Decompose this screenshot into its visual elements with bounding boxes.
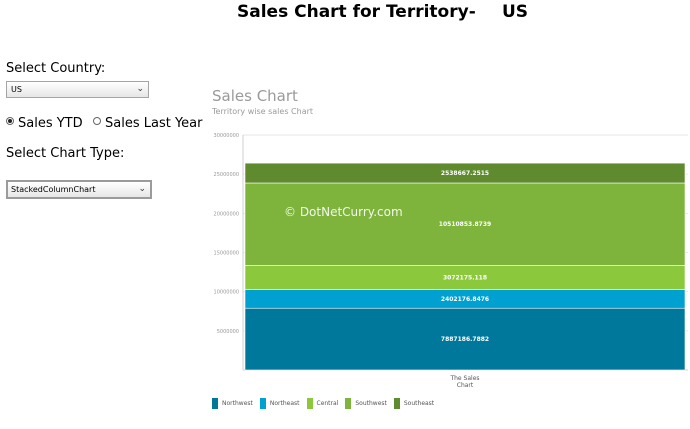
data-label-central: 3072175.118 xyxy=(443,274,487,281)
page-header: Sales Chart for Territory- US xyxy=(0,2,690,24)
y-tick-label: 20000000 xyxy=(214,211,239,217)
bar-segment-southwest xyxy=(244,182,686,266)
chevron-down-icon: ⌄ xyxy=(138,184,146,194)
legend-swatch xyxy=(259,398,266,409)
legend-item-central: Central xyxy=(306,398,339,409)
legend-label: Northeast xyxy=(269,400,300,407)
chart-type-label: Select Chart Type: xyxy=(6,146,125,161)
chart-title: Sales Chart xyxy=(212,87,298,105)
territory-name: US xyxy=(502,2,529,22)
legend-item-southwest: Southwest xyxy=(345,398,387,409)
radio-sales-last-year[interactable]: Sales Last Year xyxy=(93,116,202,131)
legend-item-northwest: Northwest xyxy=(212,398,253,409)
country-select-value: US xyxy=(11,85,22,94)
radio-sales-ytd[interactable]: Sales YTD xyxy=(6,116,83,131)
chart-subtitle: Territory wise sales Chart xyxy=(212,107,314,116)
legend-swatch xyxy=(306,398,313,409)
y-tick-label: 5000000 xyxy=(217,329,239,335)
chart-legend: Northwest Northeast Central Southwest Southe… xyxy=(212,398,441,409)
radio-unselected-icon xyxy=(93,116,101,125)
y-tick-label: 15000000 xyxy=(214,251,239,257)
legend-label: Central xyxy=(316,400,339,407)
legend-item-northeast: Northeast xyxy=(259,398,300,409)
legend-swatch xyxy=(345,398,352,409)
data-label-southeast: 2538667.2515 xyxy=(441,170,489,177)
chevron-down-icon: ⌄ xyxy=(136,84,144,94)
x-category-label: The Sales Chart xyxy=(449,375,479,389)
radio-selected-icon xyxy=(6,116,14,125)
radio-sales-last-year-label: Sales Last Year xyxy=(105,116,203,131)
watermark: © DotNetCurry.com xyxy=(284,205,403,219)
y-tick-label: 30000000 xyxy=(214,133,239,139)
legend-label: Southwest xyxy=(355,400,387,407)
y-tick-label: 25000000 xyxy=(214,172,239,178)
data-label-southwest: 10510853.8739 xyxy=(439,221,491,228)
legend-label: Northwest xyxy=(222,400,253,407)
radio-sales-ytd-label: Sales YTD xyxy=(18,116,83,131)
bar-segment-southeast xyxy=(244,162,686,184)
legend-label: Southeast xyxy=(403,400,435,407)
data-label-northeast: 2402176.8476 xyxy=(441,296,489,303)
bar-segment-northwest xyxy=(244,307,686,371)
chart-type-select[interactable]: StackedColumnChart ⌄ xyxy=(6,180,152,199)
country-label: Select Country: xyxy=(6,61,106,76)
legend-swatch xyxy=(212,398,218,409)
country-select[interactable]: US ⌄ xyxy=(6,81,149,98)
chart-type-select-value: StackedColumnChart xyxy=(11,185,96,194)
y-tick-label: 10000000 xyxy=(214,290,239,296)
legend-item-southeast: Southeast xyxy=(393,398,435,409)
data-label-northwest: 7887186.7882 xyxy=(441,336,489,343)
page-title: Sales Chart for Territory- xyxy=(237,2,476,22)
legend-swatch xyxy=(393,398,400,409)
